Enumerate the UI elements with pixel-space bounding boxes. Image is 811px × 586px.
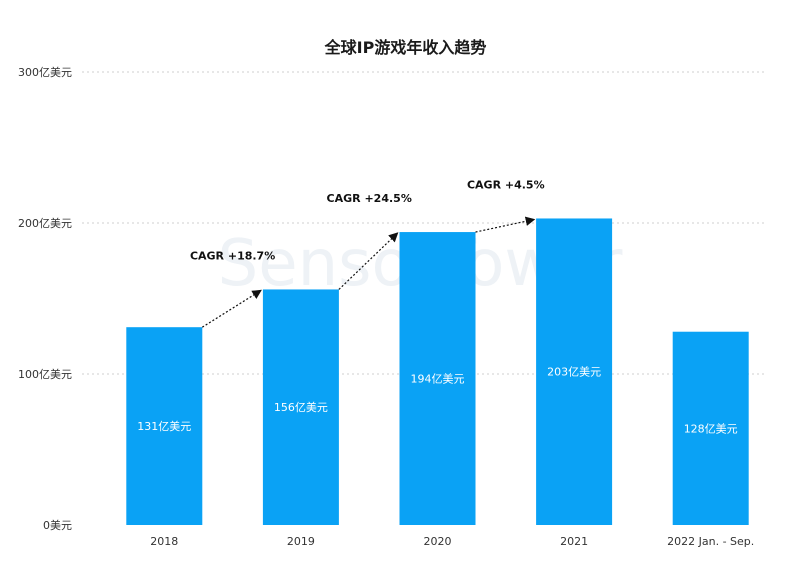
bar-value-label: 156亿美元 bbox=[274, 401, 328, 414]
y-tick-label: 200亿美元 bbox=[18, 217, 72, 230]
x-tick-label: 2021 bbox=[560, 535, 588, 548]
bar-value-label: 131亿美元 bbox=[137, 420, 191, 433]
x-tick-label: 2019 bbox=[287, 535, 315, 548]
x-tick-label: 2018 bbox=[150, 535, 178, 548]
x-tick-label: 2020 bbox=[424, 535, 452, 548]
bar-value-label: 194亿美元 bbox=[411, 373, 465, 386]
bar bbox=[262, 289, 339, 525]
bar-value-label: 128亿美元 bbox=[684, 422, 738, 435]
bar-value-label: 203亿美元 bbox=[547, 366, 601, 379]
cagr-arrow bbox=[475, 216, 536, 233]
y-tick-label: 300亿美元 bbox=[18, 66, 72, 79]
cagr-label: CAGR +24.5% bbox=[327, 192, 412, 205]
y-tick-label: 0美元 bbox=[43, 519, 72, 532]
cagr-label: CAGR +4.5% bbox=[467, 178, 545, 191]
cagr-arrow bbox=[338, 232, 399, 290]
chart-title: 全球IP游戏年收入趋势 bbox=[324, 38, 487, 57]
y-tick-label: 100亿美元 bbox=[18, 368, 72, 381]
bar bbox=[672, 331, 749, 525]
bar bbox=[536, 218, 613, 525]
bar bbox=[126, 327, 203, 525]
cagr-label: CAGR +18.7% bbox=[190, 249, 275, 262]
cagr-arrow bbox=[201, 289, 262, 328]
x-tick-label: 2022 Jan. - Sep. bbox=[667, 535, 754, 548]
bar bbox=[399, 232, 476, 525]
